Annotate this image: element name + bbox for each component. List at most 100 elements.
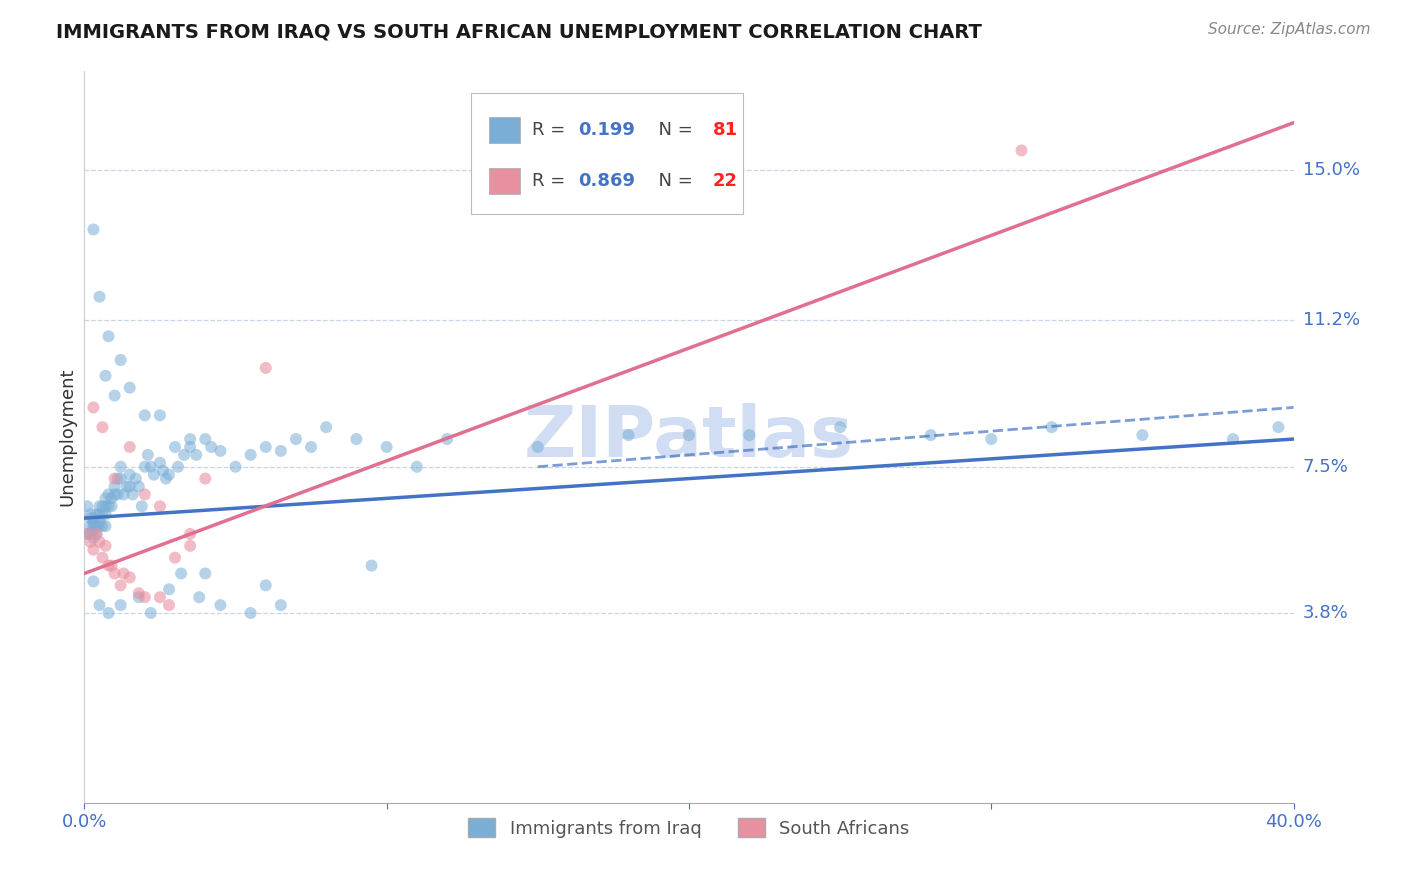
FancyBboxPatch shape (489, 117, 520, 143)
Point (209, 444, 232, 458)
Point (157, 467, 180, 482)
Point (82, 531, 104, 545)
Point (82, 401, 104, 415)
Point (139, 606, 162, 620)
Point (406, 459, 429, 474)
Point (100, 500, 122, 514)
Point (97, 558, 120, 573)
Point (110, 578, 132, 592)
Point (155, 472, 177, 486)
Point (89, 507, 111, 521)
Point (104, 479, 127, 493)
Point (104, 388, 127, 402)
Point (179, 539, 201, 553)
Text: 7.5%: 7.5% (1302, 458, 1348, 475)
Point (134, 409, 156, 423)
Point (112, 566, 135, 581)
Point (86, 527, 108, 541)
Point (79, 519, 101, 533)
Text: 0.199: 0.199 (578, 121, 634, 139)
Point (830, 420, 852, 434)
Point (94, 500, 117, 514)
Point (179, 432, 201, 446)
Point (94, 491, 117, 506)
Point (1267, 420, 1289, 434)
Point (142, 467, 165, 482)
Point (315, 420, 337, 434)
Point (79, 534, 101, 549)
Point (91, 500, 114, 514)
Point (86, 519, 108, 533)
Point (110, 353, 132, 368)
Point (254, 440, 277, 454)
Point (128, 479, 150, 493)
Point (115, 479, 138, 493)
Point (375, 440, 398, 454)
Point (89, 534, 111, 549)
Point (97, 329, 120, 343)
Text: 15.0%: 15.0% (1302, 161, 1360, 179)
Point (1130, 428, 1153, 442)
Point (89, 290, 111, 304)
Point (82, 542, 104, 557)
Point (121, 487, 143, 501)
Point (134, 459, 156, 474)
Point (82, 515, 104, 529)
Point (86, 507, 108, 521)
Point (104, 566, 127, 581)
Point (360, 558, 382, 573)
Point (285, 432, 308, 446)
Point (97, 500, 120, 514)
Point (89, 500, 111, 514)
FancyBboxPatch shape (489, 168, 520, 194)
Point (157, 582, 180, 597)
Point (225, 459, 247, 474)
Point (1040, 420, 1063, 434)
Point (346, 432, 368, 446)
Point (94, 519, 117, 533)
Point (94, 368, 117, 383)
Point (89, 519, 111, 533)
Point (118, 570, 141, 584)
Point (89, 598, 111, 612)
Point (179, 440, 201, 454)
Point (188, 591, 211, 605)
Text: 0.869: 0.869 (578, 172, 634, 190)
Point (678, 428, 700, 442)
Point (186, 448, 208, 462)
Point (136, 448, 159, 462)
Point (239, 606, 262, 620)
Point (194, 472, 217, 486)
Point (89, 515, 111, 529)
Text: Source: ZipAtlas.com: Source: ZipAtlas.com (1208, 22, 1371, 37)
Point (104, 472, 127, 486)
Point (104, 487, 127, 501)
Point (91, 519, 114, 533)
Point (82, 574, 104, 589)
Point (134, 591, 156, 605)
Text: 11.2%: 11.2% (1302, 311, 1360, 329)
Point (157, 598, 180, 612)
Point (149, 591, 172, 605)
Point (152, 464, 174, 478)
Point (82, 511, 104, 525)
Point (239, 448, 262, 462)
Text: N =: N = (647, 172, 699, 190)
Point (1222, 432, 1244, 446)
Point (149, 500, 172, 514)
Point (299, 440, 322, 454)
Point (125, 472, 148, 486)
Point (76, 527, 98, 541)
Point (149, 409, 172, 423)
Point (82, 519, 104, 533)
Point (110, 459, 132, 474)
Point (131, 500, 153, 514)
Point (149, 456, 172, 470)
Point (270, 444, 292, 458)
Point (1011, 144, 1033, 158)
Point (980, 432, 1002, 446)
Point (254, 360, 277, 375)
Point (110, 598, 132, 612)
Point (165, 440, 187, 454)
Point (436, 432, 458, 446)
